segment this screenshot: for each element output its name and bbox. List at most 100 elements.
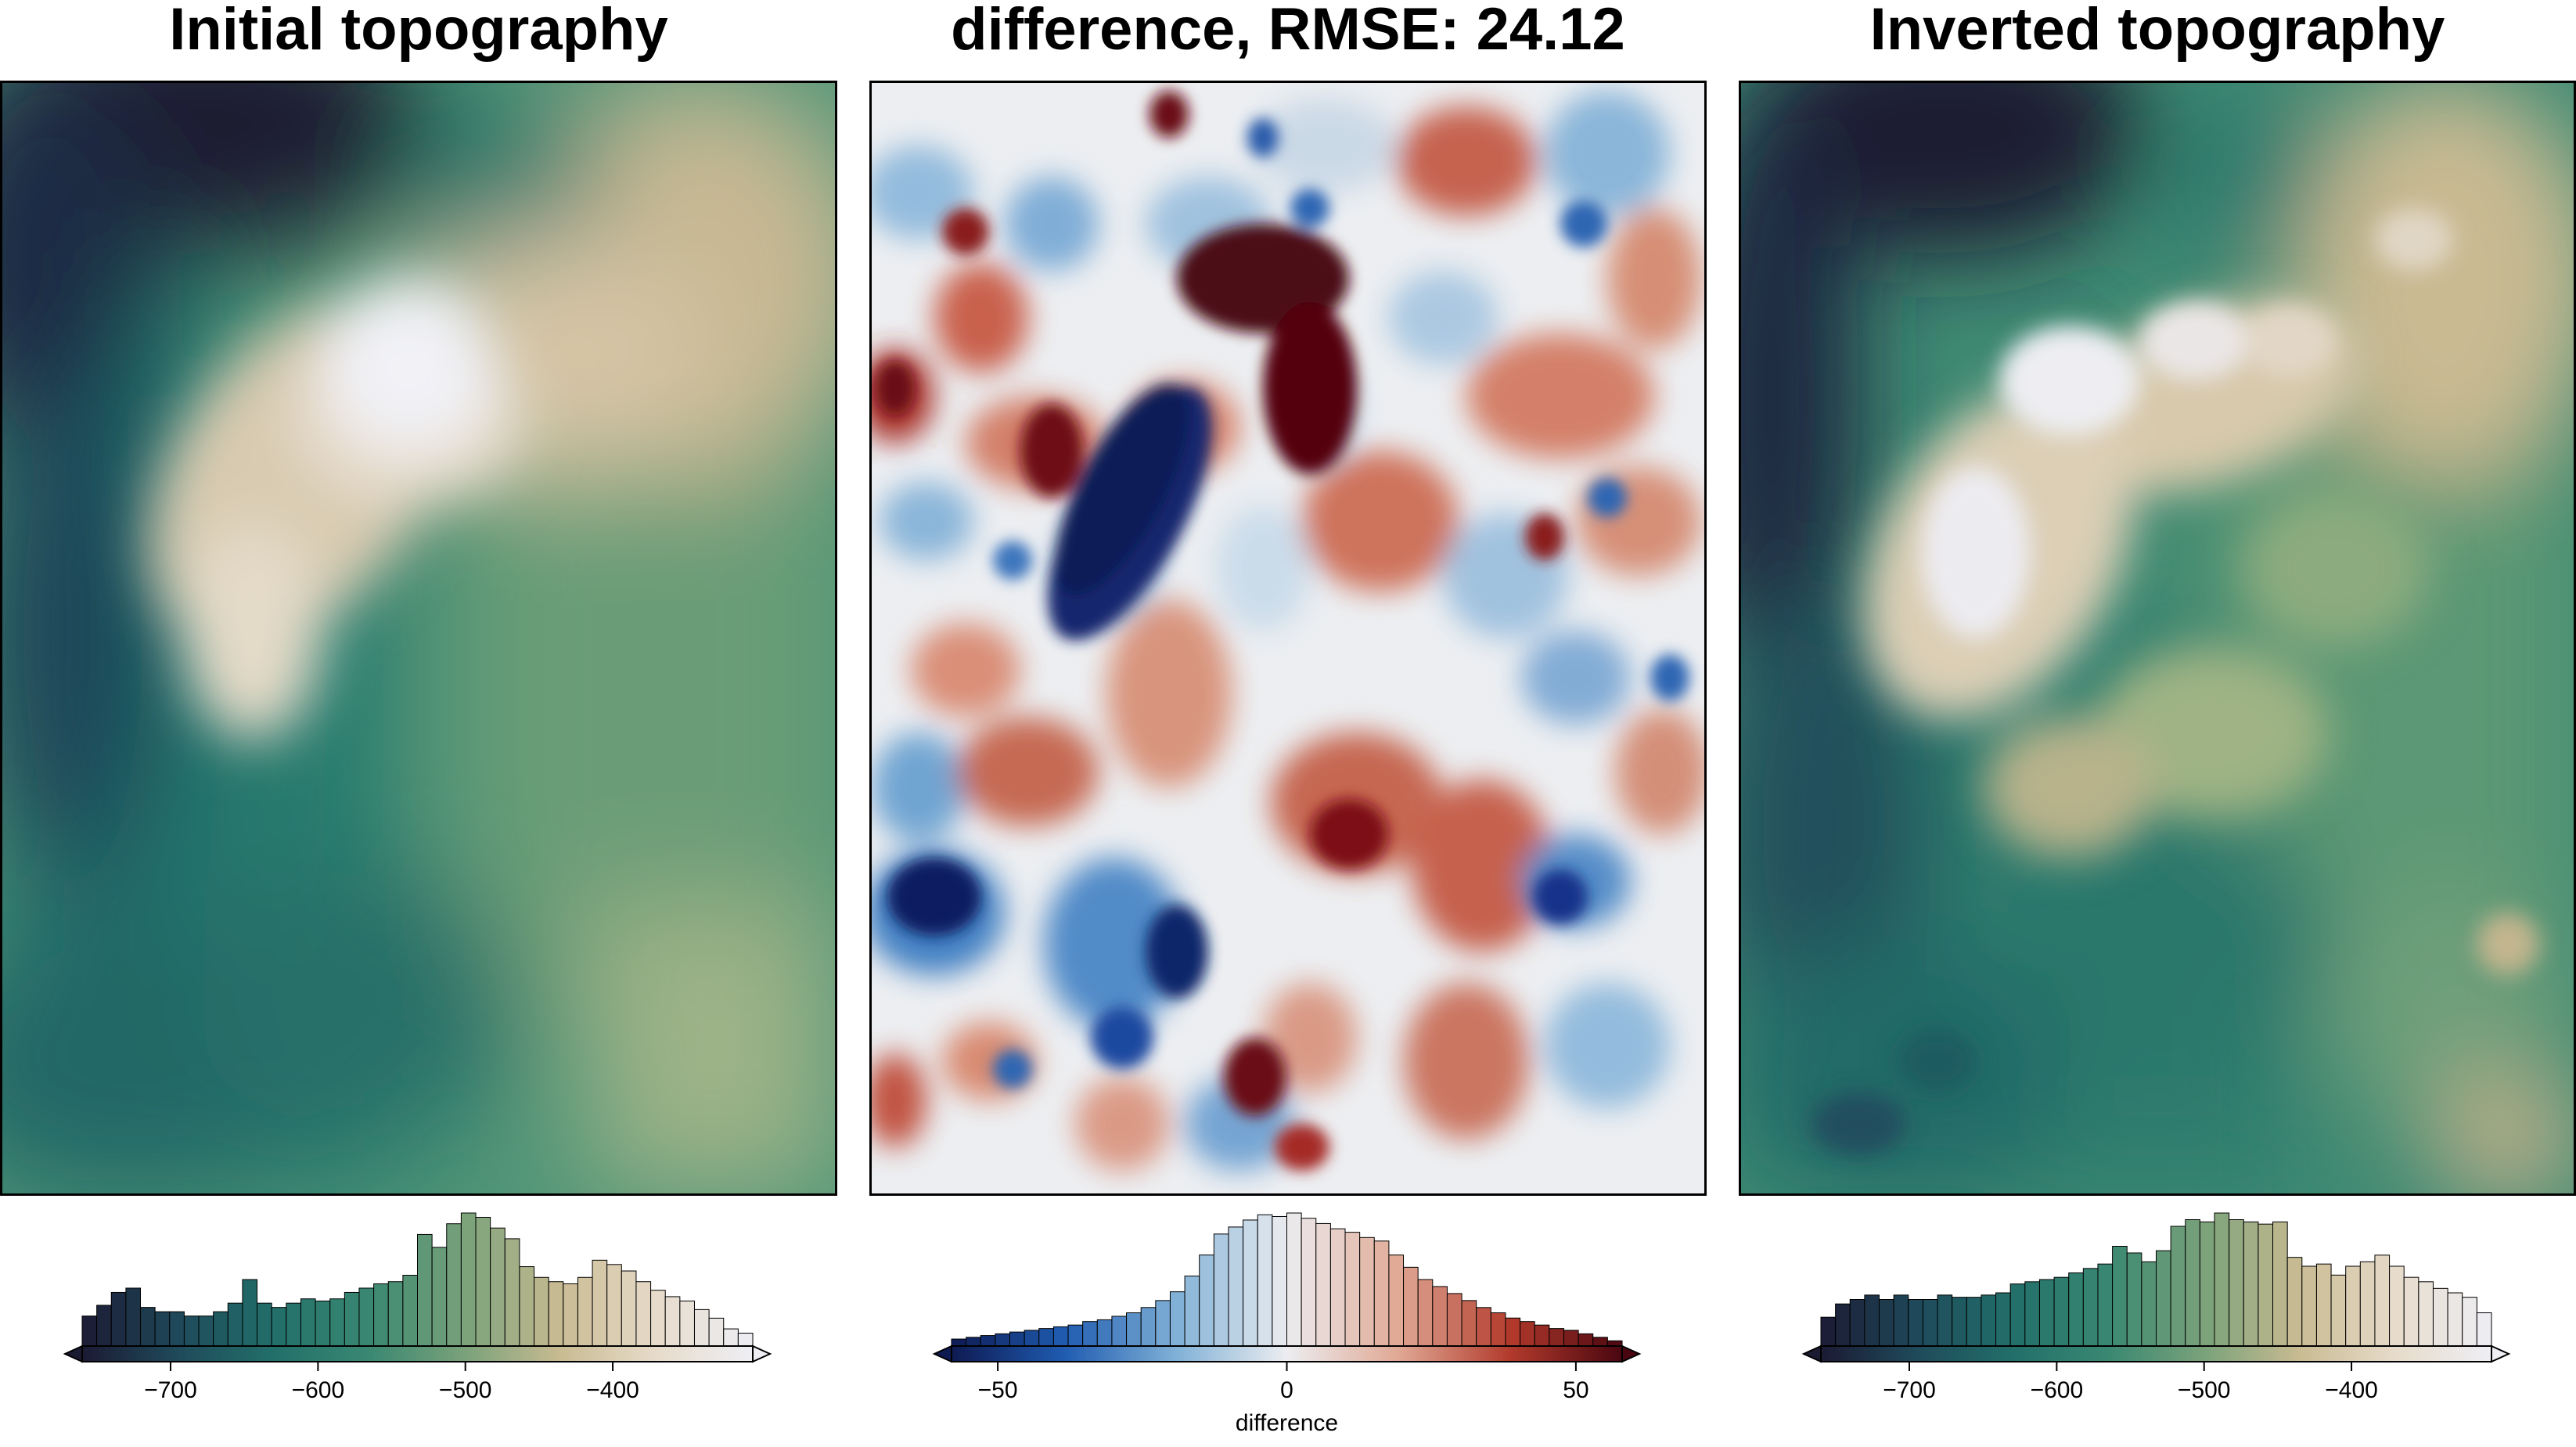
histogram-bar	[1315, 1222, 1331, 1347]
histogram-bar	[110, 1291, 127, 1347]
histogram-bar	[504, 1238, 520, 1347]
histogram-bar	[737, 1333, 754, 1347]
histogram-bar	[635, 1281, 652, 1347]
histogram-bar	[1432, 1286, 1448, 1347]
map-inverted-topography	[1739, 81, 2576, 1196]
histogram-bar	[1908, 1299, 1923, 1347]
histogram-bar	[2199, 1221, 2215, 1347]
colorbar-tick-label: 50	[1563, 1377, 1588, 1403]
histogram-bar	[431, 1247, 448, 1347]
histogram-bar	[1864, 1294, 1880, 1347]
title-difference: difference, RMSE: 24.12	[951, 0, 1625, 63]
map-initial-topography	[0, 81, 837, 1196]
histogram-bar	[1879, 1299, 1894, 1347]
histogram-bar	[2432, 1287, 2448, 1347]
histogram-bar	[534, 1276, 549, 1347]
colorbar-extend-high	[1621, 1344, 1642, 1363]
histogram-bar	[1111, 1316, 1128, 1347]
colorbar-tick-label: −600	[292, 1377, 345, 1403]
histogram-bar	[2097, 1263, 2114, 1347]
colorbar-tick-label: 0	[1280, 1377, 1293, 1403]
histogram-bar	[1052, 1326, 1069, 1347]
histogram-bar	[2476, 1312, 2492, 1347]
histogram-bar	[1952, 1297, 1967, 1347]
histogram-bar	[286, 1302, 301, 1347]
histogram-bar	[417, 1233, 433, 1347]
histogram-bar	[1563, 1330, 1579, 1347]
histogram-bar	[2038, 1279, 2055, 1347]
histogram-bar	[475, 1216, 491, 1347]
histogram-bar	[169, 1311, 185, 1347]
histogram-bar	[1373, 1240, 1390, 1347]
histogram-bar	[2301, 1265, 2317, 1347]
histogram-bar	[2185, 1219, 2200, 1347]
histogram-bar	[2126, 1252, 2142, 1347]
histogram-bar	[1272, 1215, 1288, 1347]
histogram-bar	[1461, 1300, 1477, 1347]
histogram-bar	[723, 1328, 739, 1347]
histogram-bar	[2286, 1257, 2303, 1347]
histogram-bar	[358, 1287, 375, 1347]
colorbar-extend-low	[932, 1344, 952, 1363]
colorbar-tick-label: −400	[2325, 1377, 2378, 1403]
histogram-bar	[96, 1305, 112, 1347]
histogram-bar	[1038, 1328, 1054, 1347]
histogram-bar	[1520, 1321, 1535, 1347]
histogram-bar	[227, 1302, 243, 1347]
colorbar-tick-label: −50	[978, 1377, 1018, 1403]
histogram-bar	[2170, 1226, 2186, 1347]
histogram-bar	[1257, 1214, 1273, 1347]
histogram-bar	[2418, 1281, 2434, 1347]
histogram-bar	[1082, 1321, 1098, 1347]
histogram-bar	[1849, 1299, 1865, 1347]
histogram-bar	[995, 1333, 1011, 1347]
histogram-bar	[1243, 1219, 1258, 1347]
colorbar-label: difference	[1236, 1410, 1338, 1436]
histogram-bar	[1155, 1300, 1171, 1347]
histogram-bar	[693, 1308, 710, 1347]
colorbar-tick-label: −500	[439, 1377, 492, 1403]
colorbar-extend-high	[752, 1344, 772, 1363]
histogram-bar	[592, 1259, 608, 1347]
histogram-bar	[1067, 1324, 1084, 1347]
histogram-bar	[1388, 1254, 1405, 1347]
histogram-bar	[708, 1317, 725, 1347]
histogram-bar	[344, 1291, 360, 1347]
histogram-bar	[1490, 1312, 1506, 1347]
histogram-bar	[460, 1212, 477, 1347]
histogram-bar	[2009, 1283, 2026, 1347]
colorbar-strip	[1820, 1345, 2492, 1362]
histogram-bar	[2112, 1246, 2128, 1347]
histogram-bar	[2389, 1265, 2405, 1347]
colorbar-extend-low	[63, 1344, 83, 1363]
title-inverted: Inverted topography	[1869, 0, 2445, 63]
histogram-bar	[1286, 1212, 1302, 1347]
histogram-bar	[548, 1281, 564, 1347]
histogram-bar	[1096, 1319, 1113, 1347]
histogram-bar	[1228, 1226, 1244, 1347]
colorbar-tick-label: −700	[144, 1377, 197, 1403]
histogram-bar	[154, 1311, 171, 1347]
histogram-bar	[271, 1307, 287, 1347]
histogram-bar	[1592, 1337, 1608, 1347]
histogram-bar	[213, 1311, 228, 1347]
histogram-bar	[2214, 1212, 2230, 1347]
colorbar-extend-low	[1801, 1344, 1822, 1363]
histogram-bar	[2053, 1276, 2070, 1347]
histogram-bar	[980, 1335, 996, 1347]
histogram-bar	[125, 1287, 142, 1347]
histogram-bar	[1213, 1233, 1229, 1347]
histogram-bar	[519, 1266, 535, 1347]
histogram-bar	[2068, 1272, 2084, 1347]
histogram-bar	[1893, 1294, 1909, 1347]
colorbar-difference: −50 0 50 difference	[869, 1205, 1707, 1447]
map-difference	[869, 81, 1707, 1196]
colorbar-tick-label: −400	[586, 1377, 639, 1403]
histogram-bar	[1922, 1299, 1938, 1347]
histogram-bar	[446, 1223, 462, 1347]
histogram-bar	[387, 1281, 404, 1347]
histogram-bar	[300, 1298, 316, 1347]
histogram-bar	[1344, 1232, 1361, 1347]
histogram-bar	[1820, 1316, 1837, 1347]
histogram-bar	[257, 1302, 272, 1347]
